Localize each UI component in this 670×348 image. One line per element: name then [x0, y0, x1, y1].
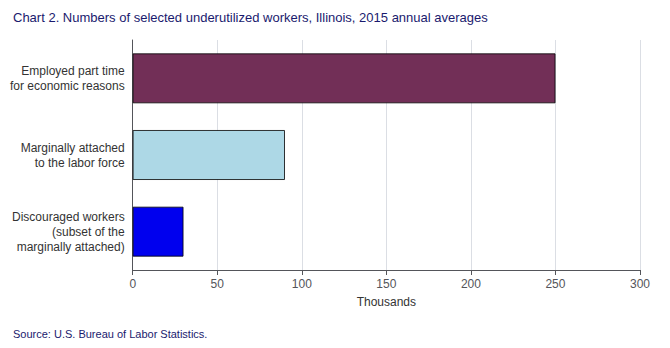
svg-text:50: 50	[211, 277, 225, 291]
svg-text:Marginally attached: Marginally attached	[21, 141, 125, 155]
svg-text:100: 100	[292, 277, 312, 291]
svg-text:300: 300	[630, 277, 650, 291]
svg-text:200: 200	[461, 277, 481, 291]
svg-text:Thousands: Thousands	[357, 295, 416, 309]
svg-text:(subset of the: (subset of the	[52, 225, 125, 239]
svg-text:for economic reasons: for economic reasons	[10, 79, 125, 93]
svg-text:150: 150	[376, 277, 396, 291]
svg-text:0: 0	[129, 277, 136, 291]
svg-text:Source: U.S. Bureau of Labor S: Source: U.S. Bureau of Labor Statistics.	[13, 328, 207, 340]
svg-text:250: 250	[545, 277, 565, 291]
svg-text:Employed part time: Employed part time	[21, 64, 125, 78]
svg-text:marginally attached): marginally attached)	[17, 240, 125, 254]
svg-text:to the labor force: to the labor force	[35, 156, 125, 170]
svg-text:Chart 2. Numbers of selected u: Chart 2. Numbers of selected underutiliz…	[13, 10, 488, 25]
svg-text:Discouraged workers: Discouraged workers	[12, 210, 125, 224]
